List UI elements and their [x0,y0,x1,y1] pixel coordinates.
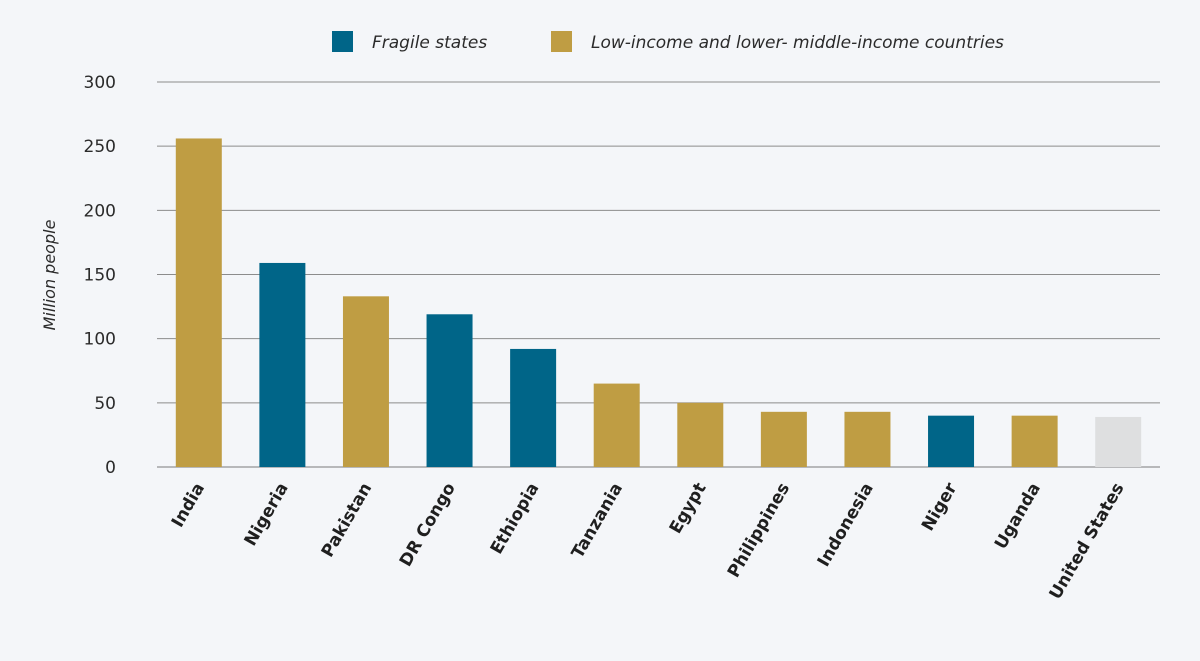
bar [259,262,306,467]
y-tick-label: 100 [84,330,116,350]
legend-swatch [332,31,353,52]
bar [1011,415,1058,467]
bar [928,415,975,467]
x-axis-labels: India Nigeria Pakistan DR Congo Ethiopia Tanz… [168,479,1129,603]
x-tick-label: Philippines [724,480,794,582]
legend-label: Fragile states [372,33,487,53]
y-tick-label: 50 [94,394,116,414]
legend-swatch [551,31,572,52]
x-tick-label: India [168,480,209,531]
x-tick-label: Indonesia [814,480,878,571]
y-tick-label: 200 [84,201,116,221]
legend-label: Low-income and lower- middle-income coun… [591,33,1004,53]
x-tick-label: Nigeria [241,480,293,550]
x-tick-label: Egypt [666,480,711,538]
bar [342,296,389,467]
x-tick-label: Niger [918,479,962,535]
bar [844,411,891,467]
x-tick-label: DR Congo [396,479,460,570]
bar [175,138,222,467]
y-tick-label: 150 [84,266,116,286]
y-tick-label: 0 [105,458,116,478]
y-tick-label: 300 [84,73,116,93]
bars [175,138,1142,467]
bar [426,314,473,467]
y-axis-title: Million people [40,219,59,330]
bar [677,402,724,467]
x-tick-label: Uganda [991,480,1045,553]
bar [510,348,557,467]
y-axis-ticks: 0 50 100 150 200 250 300 [84,73,116,478]
chart-legend: Fragile states Low-income and lower- midd… [332,31,1004,53]
x-tick-label: Pakistan [318,480,377,561]
y-tick-label: 250 [84,137,116,157]
gridlines [157,81,1160,468]
x-tick-label: Tanzania [568,480,627,563]
bar [1095,416,1142,467]
x-tick-label: Ethiopia [487,480,544,558]
bar [593,383,640,467]
bar [760,411,807,467]
x-tick-label: United States [1046,480,1129,604]
